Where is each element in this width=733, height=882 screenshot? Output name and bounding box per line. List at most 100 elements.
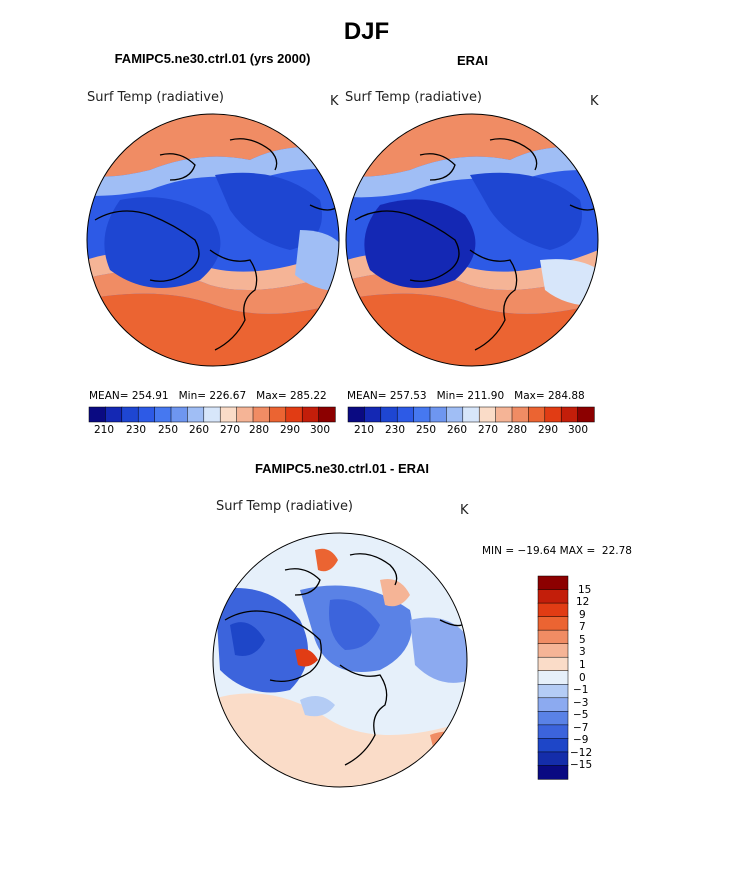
coastline [209,249,258,351]
colorbar-tick-model: 260 [188,424,210,436]
colorbar-cell [187,406,205,423]
map-border-diff [212,532,468,788]
coastline [224,610,322,683]
colorbar-tick-model: 300 [309,424,331,436]
colorbar-cell [462,406,480,423]
cold-region [329,599,380,650]
colorbar-cell [537,656,569,672]
variable-label-model: Surf Temp (radiative) [87,90,225,105]
colorbar-cell [88,406,107,423]
polar-map-obs [346,114,598,366]
colorbar-cell [396,406,415,423]
cold-region [104,197,221,288]
colorbar-tick-diff: 3 [579,646,586,658]
colorbar-cell [446,406,464,423]
cool-region [300,696,335,717]
coastline [339,664,388,766]
colorbar-cell [511,406,530,423]
colorbar-cell [347,406,366,423]
colorbar-diff [537,575,569,780]
cold-region [230,622,265,656]
variable-label-obs: Surf Temp (radiative) [345,90,483,105]
map-border-model [86,113,340,367]
cool-region [346,146,598,198]
warm-anomaly [295,648,318,667]
stats-model: MEAN= 254.91 Min= 226.67 Max= 285.22 [89,390,327,402]
variable-label-diff: Surf Temp (radiative) [216,499,354,514]
coastline [229,138,278,171]
colorbar-cell [537,684,569,699]
map-border-obs [345,113,599,367]
units-label-obs: K [590,94,599,109]
colorbar-cell [495,406,513,423]
colorbar-tick-obs: 210 [353,424,375,436]
colorbar-tick-obs: 300 [567,424,589,436]
colorbar-tick-diff: 12 [576,596,590,608]
cool-region [410,617,467,683]
colorbar-cell [380,406,398,423]
colorbar-cell [413,406,431,423]
colorbar-cell [219,406,238,423]
warm-anomaly [430,731,467,770]
colorbar-tick-diff: −3 [573,697,589,709]
colorbar-tick-diff: 1 [579,659,586,671]
colorbar-cell [537,738,569,753]
colorbar-tick-diff: −7 [573,722,589,734]
colorbar-cell [269,406,287,423]
coastline [569,204,598,211]
polar-map-model [87,114,339,366]
colorbar-cell [154,406,172,423]
colorbar-tick-obs: 260 [446,424,468,436]
colorbar-tick-diff: 7 [579,621,586,633]
cold-region [215,172,322,250]
main-title: DJF [343,18,390,45]
coastline [284,568,321,596]
colorbar-cell [364,406,382,423]
colorbar-tick-diff: −9 [573,734,589,746]
colorbar-cell [301,406,320,423]
colorbar-cell [429,406,448,423]
colorbar-tick-obs: 270 [477,424,499,436]
minmax-diff: MIN = −19.64 MAX = 22.78 [482,545,632,557]
colorbar-cell [537,602,569,618]
colorbar-tick-obs: 230 [384,424,406,436]
colorbar-cell [537,711,569,726]
warm-anomaly [315,548,338,572]
coastline [159,153,196,181]
colorbar-cell [537,670,569,685]
colorbar-tick-obs: 250 [415,424,437,436]
colorbar-cell [252,406,271,423]
colorbar-cell [318,406,336,423]
colorbar-cell [121,406,139,423]
cool-region [87,146,339,196]
colorbar-cell [537,629,569,645]
coastline [349,553,398,586]
colorbar-tick-diff: −15 [570,759,593,771]
colorbar-tick-model: 270 [219,424,241,436]
colorbar-tick-diff: 9 [579,609,586,621]
colorbar-tick-model: 250 [157,424,179,436]
colorbar-tick-diff: −1 [573,684,589,696]
colorbar-cell [537,575,569,591]
colorbar-tick-obs: 280 [506,424,528,436]
colorbar-cell [537,765,569,780]
colorbar-tick-diff: 5 [579,634,586,646]
colorbar-tick-diff: −12 [570,747,593,759]
panel-title-model: FAMIPC5.ne30.ctrl.01 (yrs 2000) [114,51,311,66]
polar-map-diff [213,533,467,787]
colorbar-cell [137,406,156,423]
colorbar-tick-model: 290 [279,424,301,436]
colorbar-tick-model: 280 [248,424,270,436]
colorbar-cell [560,406,579,423]
warm-anomaly [380,579,410,607]
colorbar-cell [528,406,546,423]
colorbar-cell [478,406,497,423]
colorbar-tick-obs: 290 [537,424,559,436]
colorbar-obs [347,406,595,423]
panel-title-diff: FAMIPC5.ne30.ctrl.01 - ERAI [254,461,430,476]
colorbar-cell [203,406,221,423]
coastline [419,153,456,181]
colorbar-tick-diff: 15 [578,584,592,596]
cold-region [364,199,476,288]
